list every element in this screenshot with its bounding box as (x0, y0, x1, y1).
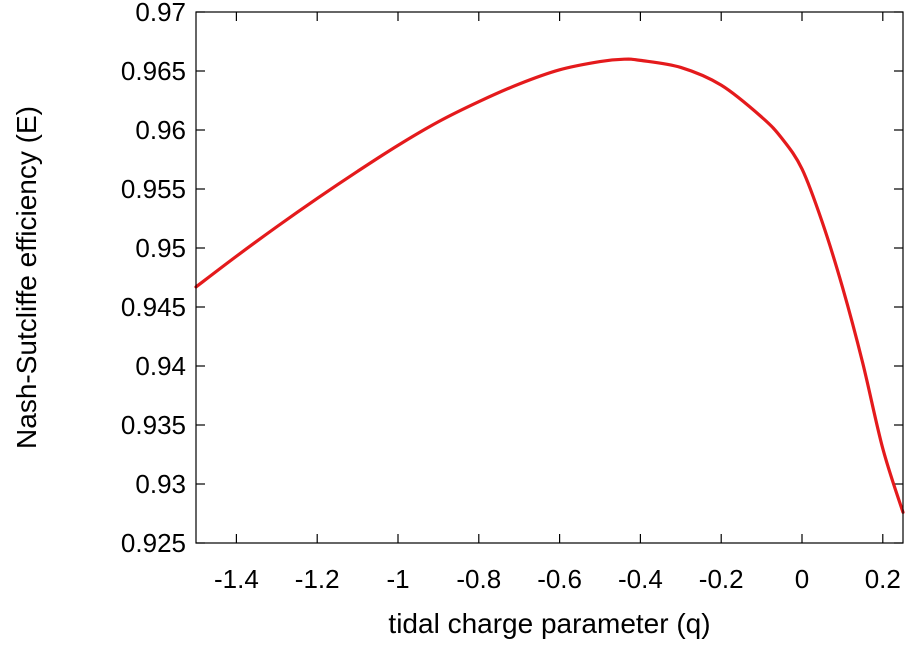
y-tick-labels: 0.925 0.93 0.935 0.94 0.945 0.95 0.955 0.96 0.96… (121, 0, 186, 558)
y-tick-label: 0.97 (135, 0, 186, 27)
x-tick-label: -0.8 (456, 564, 501, 594)
y-tick-label: 0.94 (135, 351, 186, 381)
series-layer (194, 57, 905, 514)
x-tick-label: -0.6 (537, 564, 582, 594)
x-tick-label: 0.2 (865, 564, 901, 594)
x-tick-label: -0.2 (699, 564, 744, 594)
y-tick-label: 0.95 (135, 233, 186, 263)
y-axis-title: Nash-Sutcliffe efficiency (E) (11, 106, 42, 449)
y-tick-label: 0.935 (121, 410, 186, 440)
y-tick-label: 0.965 (121, 56, 186, 86)
series-line-0 (194, 57, 905, 514)
x-tick-label: -0.4 (618, 564, 663, 594)
x-axis-title: tidal charge parameter (q) (388, 608, 710, 639)
x-tick-label: 0 (795, 564, 809, 594)
y-tick-label: 0.955 (121, 174, 186, 204)
x-tick-labels: -1.4 -1.2 -1 -0.8 -0.6 -0.4 -0.2 0 0.2 (214, 564, 901, 594)
x-tick-label: -1.2 (295, 564, 340, 594)
y-tick-label: 0.93 (135, 469, 186, 499)
plot-frame (195, 11, 904, 544)
axis-ticks (196, 11, 903, 544)
x-tick-label: -1.4 (214, 564, 259, 594)
y-tick-label: 0.925 (121, 528, 186, 558)
y-tick-label: 0.96 (135, 115, 186, 145)
y-tick-label: 0.945 (121, 292, 186, 322)
x-tick-label: -1 (386, 564, 409, 594)
